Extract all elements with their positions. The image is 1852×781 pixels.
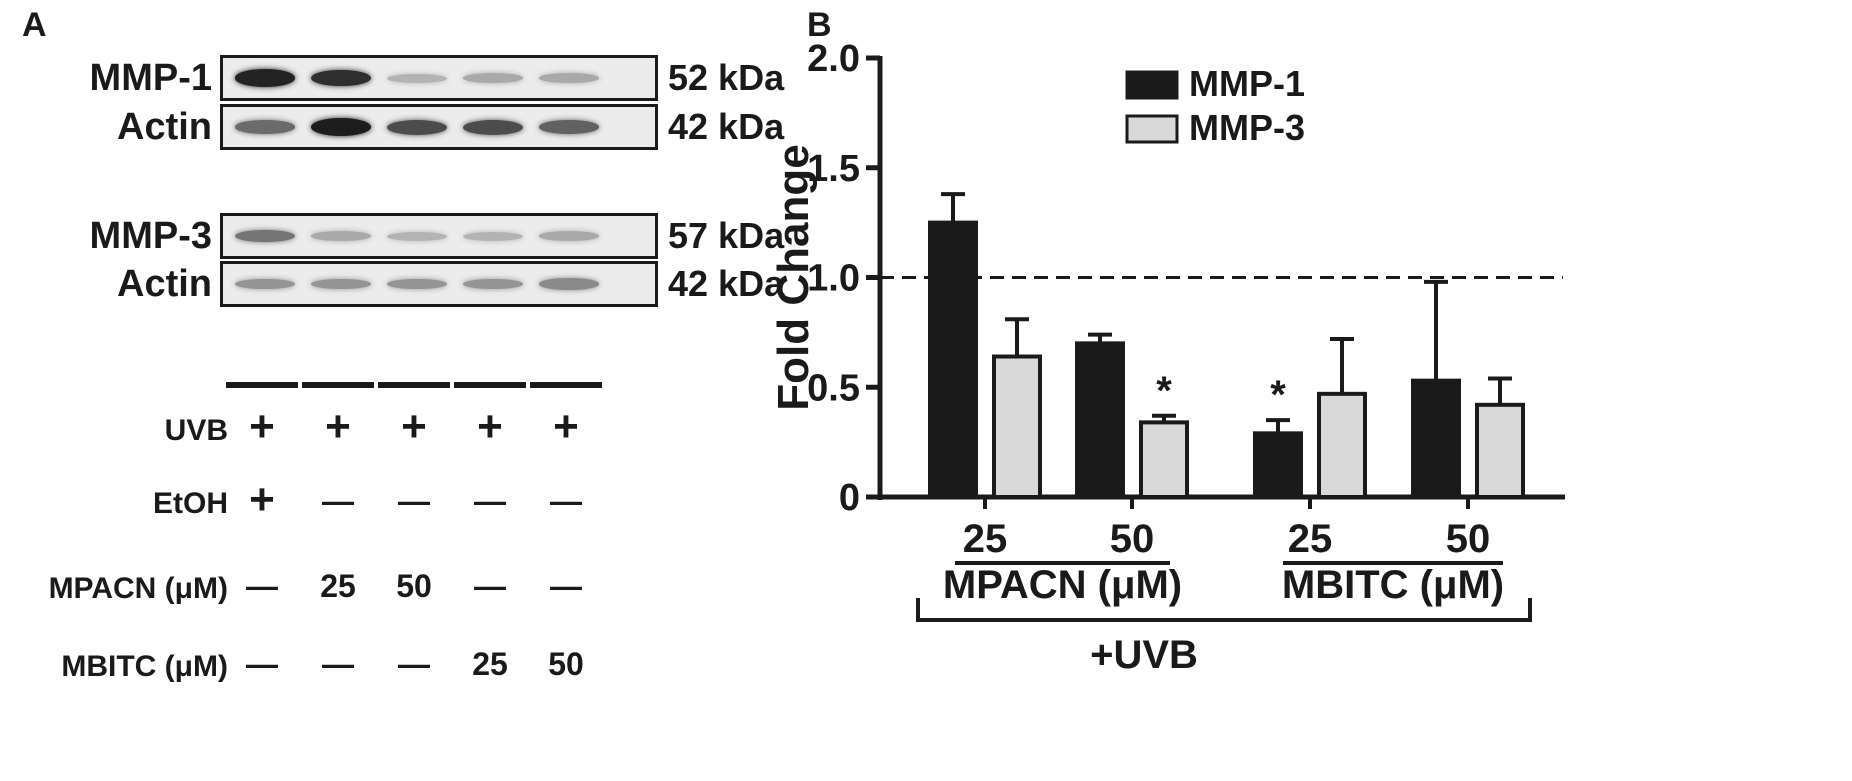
significance-star: * [1156,369,1172,413]
bar-mmp-3 [1139,420,1189,499]
blot-band [235,120,295,134]
blot-label-3: Actin [117,263,212,305]
blot-band [235,229,295,243]
condition-cell: + [325,402,351,451]
lane-bar [530,382,602,388]
blot-band [539,278,599,290]
blot-strip-0 [220,55,658,101]
blot-band [311,69,371,87]
lane-bar [302,382,374,388]
uvb-bracket [916,598,1532,622]
lane-bar [454,382,526,388]
blot-band [387,119,447,135]
blot-label-0: MMP-1 [89,57,212,99]
condition-cell: — [550,483,582,519]
blot-strip-2 [220,213,658,259]
legend-label-mmp-3: MMP-3 [1189,107,1305,148]
bar-mmp-1 [1075,341,1125,499]
condition-cell: 50 [396,568,432,604]
condition-cell: 25 [320,568,356,604]
panel-a-letter: A [22,6,47,44]
condition-cell: + [553,402,579,451]
blot-band [463,231,523,241]
blot-kda-1: 42 kDa [668,106,785,147]
bar-mmp-3 [1475,402,1525,499]
condition-cell: — [322,483,354,519]
legend-label-mmp-1: MMP-1 [1189,63,1305,104]
blot-band [539,120,599,134]
blot-band [387,73,447,83]
condition-cell: + [249,475,275,524]
blot-kda-2: 57 kDa [668,215,785,256]
blot-band [539,73,599,83]
condition-cell: + [249,402,275,451]
condition-cell: — [474,568,506,604]
bar-mmp-1 [1253,431,1303,499]
condition-label-0: UVB [164,414,228,447]
blot-band [311,231,371,241]
group-label: MPACN (μM) [943,563,1182,607]
blot-strip-3 [220,261,658,307]
lane-bar [378,382,450,388]
condition-cell: 50 [548,646,584,682]
blot-band [463,73,523,83]
blot-kda-0: 52 kDa [668,57,785,98]
condition-cell: — [246,646,278,682]
y-tick-label: 0 [839,477,860,519]
condition-label-2: MPACN (μM) [48,572,228,605]
y-axis-label: Fold Change [769,144,818,410]
bar-mmp-3 [992,354,1042,499]
y-tick-label: 2.0 [807,38,860,80]
condition-cell: 25 [472,646,508,682]
blot-band [463,119,523,135]
blot-band [311,118,371,136]
x-tick-label: 25 [963,517,1008,561]
condition-cell: — [474,483,506,519]
bar-mmp-3 [1317,391,1367,499]
condition-label-3: MBITC (μM) [61,650,228,683]
blot-band [387,278,447,290]
legend-swatch-mmp-3 [1125,114,1179,144]
condition-cell: — [398,646,430,682]
condition-label-1: EtOH [153,487,228,520]
blot-band [235,69,295,87]
y-tick-label: 1.5 [807,148,860,190]
blot-band [311,278,371,290]
blot-band [387,231,447,241]
lane-bar [226,382,298,388]
panel-b-letter: B [807,6,832,44]
condition-cell: — [398,483,430,519]
bar-mmp-1 [1411,378,1461,500]
blot-kda-3: 42 kDa [668,263,785,304]
condition-cell: — [322,646,354,682]
group-label: MBITC (μM) [1282,563,1504,607]
condition-cell: + [477,402,503,451]
significance-star: * [1270,373,1286,417]
x-tick-label: 50 [1110,517,1155,561]
condition-cell: + [401,402,427,451]
legend-swatch-mmp-1 [1125,70,1179,100]
condition-cell: — [550,568,582,604]
y-tick-label: 1.0 [807,258,860,300]
x-tick-label: 25 [1288,517,1333,561]
blot-strip-1 [220,104,658,150]
blot-label-2: MMP-3 [89,215,212,257]
blot-band [235,278,295,290]
bar-mmp-1 [928,220,978,499]
y-tick-label: 0.5 [807,367,860,409]
x-axis-label: +UVB [1090,633,1198,677]
x-tick-label: 50 [1446,517,1491,561]
blot-label-1: Actin [117,106,212,148]
blot-band [463,278,523,290]
blot-band [539,231,599,241]
condition-cell: — [246,568,278,604]
